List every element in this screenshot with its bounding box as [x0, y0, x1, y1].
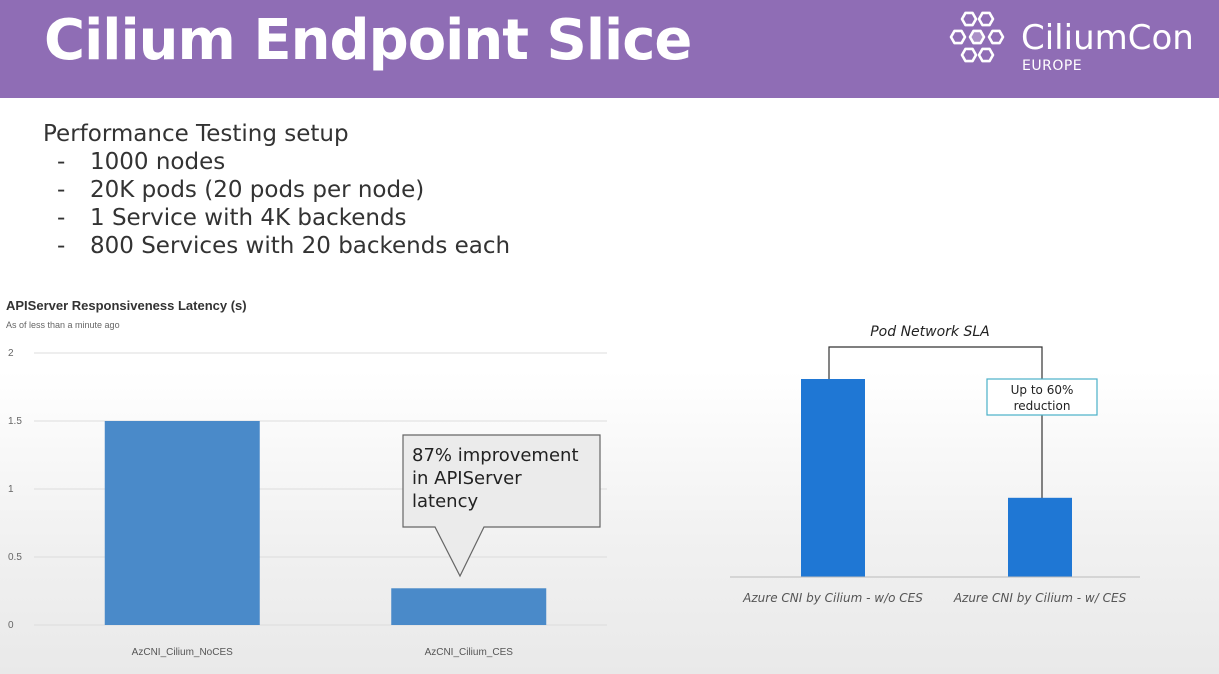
logo-region: EUROPE — [1022, 58, 1083, 74]
bar — [104, 421, 260, 625]
bar — [801, 379, 865, 577]
callout-line: reduction — [1014, 399, 1071, 413]
x-axis-labels: Azure CNI by Cilium - w/o CES Azure CNI b… — [742, 591, 1126, 605]
x-tick-label: Azure CNI by Cilium - w/o CES — [742, 591, 923, 605]
apiserver-latency-chart: APIServer Responsiveness Latency (s) As … — [6, 298, 607, 658]
setup-item-text: 20K pods (20 pods per node) — [90, 177, 425, 203]
x-tick-label: AzCNI_Cilium_CES — [425, 647, 514, 658]
logo-name: CiliumCon — [1021, 18, 1194, 58]
callout-box — [986, 378, 1098, 416]
bars — [104, 421, 547, 625]
chart-title: Pod Network SLA — [870, 324, 990, 340]
improvement-callout: 87% improvement in APIServer latency — [402, 434, 601, 578]
callout-line: Up to 60% — [1011, 383, 1074, 397]
bullet-dash: - — [57, 177, 66, 203]
y-axis-ticks: 0 0.5 1 1.5 2 — [8, 348, 22, 631]
reduction-callout: Up to 60% reduction — [986, 378, 1098, 416]
list-item: -1 Service with 4K backends — [43, 204, 510, 232]
pod-network-sla-chart: Pod Network SLA Azure CNI by Cilium - w/… — [730, 324, 1140, 605]
slide-header: Cilium Endpoint Slice CiliumCon EUROPE — [0, 0, 1219, 98]
sla-bracket — [828, 346, 1043, 379]
y-tick-label: 1.5 — [8, 416, 22, 427]
setup-item-text: 1000 nodes — [90, 149, 226, 175]
chart-title: APIServer Responsiveness Latency (s) — [6, 298, 247, 313]
list-item: -1000 nodes — [43, 148, 510, 176]
setup-section: Performance Testing setup -1000 nodes -2… — [43, 120, 510, 260]
setup-item-text: 800 Services with 20 backends each — [90, 233, 511, 259]
bullet-dash: - — [57, 149, 66, 175]
list-item: -20K pods (20 pods per node) — [43, 176, 510, 204]
callout-line: in APIServer — [412, 468, 522, 489]
callout-line: latency — [412, 491, 478, 512]
ciliumcon-logo: CiliumCon EUROPE — [944, 8, 1214, 78]
bar — [391, 588, 547, 625]
callout-line: 87% improvement — [412, 445, 579, 466]
y-tick-label: 0 — [8, 620, 14, 631]
callout-box — [402, 434, 601, 578]
setup-item-text: 1 Service with 4K backends — [90, 205, 407, 231]
setup-list: -1000 nodes -20K pods (20 pods per node)… — [43, 148, 510, 260]
x-tick-label: AzCNI_Cilium_NoCES — [132, 647, 233, 658]
y-tick-label: 1 — [8, 484, 14, 495]
bar — [1008, 497, 1072, 577]
y-tick-label: 0.5 — [8, 552, 22, 563]
bullet-dash: - — [57, 205, 66, 231]
x-tick-label: Azure CNI by Cilium - w/ CES — [953, 591, 1127, 605]
list-item: -800 Services with 20 backends each — [43, 232, 510, 260]
chart-subtitle: As of less than a minute ago — [6, 320, 120, 330]
bars — [801, 379, 1072, 577]
bullet-dash: - — [57, 233, 66, 259]
cilium-hexagon-icon — [949, 11, 1005, 63]
setup-heading: Performance Testing setup — [43, 121, 349, 147]
slide-title: Cilium Endpoint Slice — [44, 8, 692, 73]
y-tick-label: 2 — [8, 348, 14, 359]
x-axis-labels: AzCNI_Cilium_NoCES AzCNI_Cilium_CES — [132, 647, 514, 658]
